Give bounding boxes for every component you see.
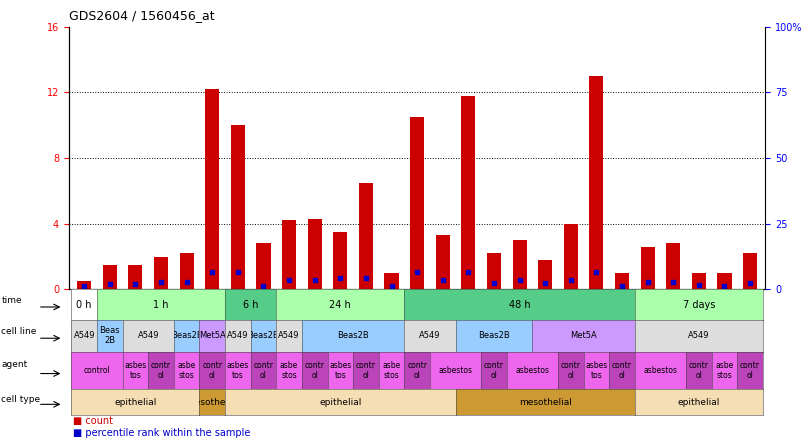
Bar <box>743 254 757 289</box>
Text: contr
ol: contr ol <box>688 361 709 380</box>
Bar <box>180 254 194 289</box>
Bar <box>513 240 526 289</box>
Text: 0 h: 0 h <box>76 300 92 309</box>
Bar <box>538 260 552 289</box>
Text: 7 days: 7 days <box>683 300 715 309</box>
Text: contr
ol: contr ol <box>254 361 274 380</box>
Bar <box>385 273 399 289</box>
Bar <box>641 247 654 289</box>
Text: Met5A: Met5A <box>199 331 226 340</box>
Text: 48 h: 48 h <box>509 300 531 309</box>
Text: asbestos: asbestos <box>515 366 549 375</box>
Bar <box>129 265 143 289</box>
Text: epithelial: epithelial <box>678 398 720 407</box>
Text: Beas2B: Beas2B <box>337 331 369 340</box>
Text: contr
ol: contr ol <box>740 361 760 380</box>
Text: asbe
stos: asbe stos <box>177 361 196 380</box>
Text: contr
ol: contr ol <box>561 361 581 380</box>
Text: 24 h: 24 h <box>330 300 352 309</box>
Bar <box>462 95 475 289</box>
Bar <box>487 254 501 289</box>
Text: A549: A549 <box>227 331 249 340</box>
Text: mesothelial: mesothelial <box>518 398 572 407</box>
Text: contr
ol: contr ol <box>407 361 427 380</box>
Text: mesothelial: mesothelial <box>185 398 239 407</box>
Bar <box>666 243 680 289</box>
Bar <box>154 257 168 289</box>
Text: Beas
2B: Beas 2B <box>100 326 120 345</box>
Text: GDS2604 / 1560456_at: GDS2604 / 1560456_at <box>69 9 215 22</box>
Text: asbestos: asbestos <box>643 366 677 375</box>
Text: A549: A549 <box>279 331 300 340</box>
Text: asbes
tos: asbes tos <box>329 361 352 380</box>
Text: 1 h: 1 h <box>153 300 168 309</box>
Text: asbes
tos: asbes tos <box>124 361 147 380</box>
Text: Beas2B: Beas2B <box>171 331 202 340</box>
Text: asbe
stos: asbe stos <box>715 361 734 380</box>
Bar <box>257 243 271 289</box>
Text: asbes
tos: asbes tos <box>586 361 608 380</box>
Text: Beas2B: Beas2B <box>478 331 509 340</box>
Text: epithelial: epithelial <box>319 398 361 407</box>
Text: time: time <box>2 296 22 305</box>
Bar <box>590 76 603 289</box>
Text: asbe
stos: asbe stos <box>382 361 401 380</box>
Text: Met5A: Met5A <box>570 331 597 340</box>
Text: A549: A549 <box>138 331 159 340</box>
Text: epithelial: epithelial <box>114 398 156 407</box>
Text: contr
ol: contr ol <box>151 361 171 380</box>
Bar <box>333 232 347 289</box>
Text: contr
ol: contr ol <box>305 361 325 380</box>
Text: A549: A549 <box>74 331 95 340</box>
Text: Beas2B: Beas2B <box>248 331 279 340</box>
Text: A549: A549 <box>420 331 441 340</box>
Text: asbe
stos: asbe stos <box>280 361 298 380</box>
Bar <box>692 273 706 289</box>
Text: asbestos: asbestos <box>438 366 472 375</box>
Text: ■ percentile rank within the sample: ■ percentile rank within the sample <box>73 428 250 439</box>
Text: contr
ol: contr ol <box>356 361 376 380</box>
Text: A549: A549 <box>688 331 710 340</box>
Text: 6 h: 6 h <box>243 300 258 309</box>
Text: ■ count: ■ count <box>73 416 113 426</box>
Text: cell type: cell type <box>2 395 40 404</box>
Text: contr
ol: contr ol <box>612 361 632 380</box>
Text: contr
ol: contr ol <box>484 361 504 380</box>
Bar <box>718 273 731 289</box>
Bar <box>77 281 92 289</box>
Bar <box>308 219 322 289</box>
Bar <box>282 221 296 289</box>
Text: agent: agent <box>2 360 28 369</box>
Bar <box>410 117 424 289</box>
Bar <box>231 125 245 289</box>
Bar <box>615 273 629 289</box>
Text: asbes
tos: asbes tos <box>227 361 249 380</box>
Bar <box>359 183 373 289</box>
Bar <box>436 235 450 289</box>
Text: cell line: cell line <box>2 327 36 336</box>
Text: control: control <box>83 366 110 375</box>
Text: contr
ol: contr ol <box>202 361 222 380</box>
Bar <box>103 265 117 289</box>
Bar <box>205 89 220 289</box>
Bar <box>564 224 578 289</box>
